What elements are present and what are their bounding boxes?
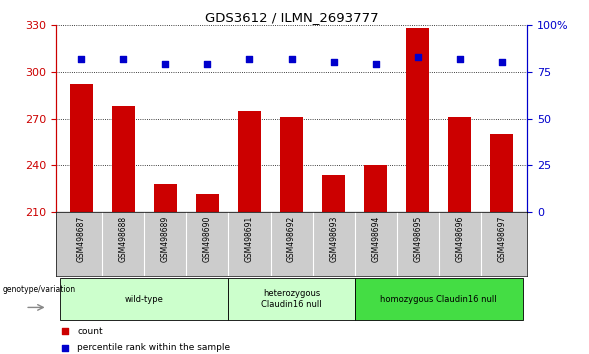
Text: wild-type: wild-type — [125, 295, 164, 304]
Title: GDS3612 / ILMN_2693777: GDS3612 / ILMN_2693777 — [205, 11, 378, 24]
Point — [372, 277, 382, 283]
Bar — [355, 278, 523, 320]
Text: count: count — [77, 326, 103, 336]
Text: GSM498693: GSM498693 — [329, 216, 338, 262]
Point — [413, 54, 422, 59]
Text: GSM498696: GSM498696 — [455, 216, 464, 262]
Bar — [490, 134, 514, 212]
Text: GSM498688: GSM498688 — [119, 216, 128, 262]
Point — [329, 59, 338, 65]
Bar — [364, 165, 388, 212]
Point — [287, 56, 296, 61]
Bar — [322, 175, 345, 212]
Point — [371, 61, 380, 67]
Bar — [238, 111, 261, 212]
Bar — [154, 184, 177, 212]
Point — [455, 56, 465, 61]
Text: genotype/variation: genotype/variation — [3, 285, 76, 293]
Bar — [406, 28, 429, 212]
Text: heterozygous
Claudin16 null: heterozygous Claudin16 null — [262, 290, 322, 309]
Point — [203, 61, 212, 67]
Point — [372, 127, 382, 132]
Point — [118, 56, 128, 61]
Text: GSM498697: GSM498697 — [498, 216, 507, 262]
Text: GSM498689: GSM498689 — [161, 216, 170, 262]
Text: GSM498695: GSM498695 — [413, 216, 422, 262]
Text: percentile rank within the sample: percentile rank within the sample — [77, 343, 230, 352]
Bar — [196, 194, 219, 212]
Text: GSM498691: GSM498691 — [245, 216, 254, 262]
Text: GSM498687: GSM498687 — [77, 216, 85, 262]
Bar — [448, 117, 471, 212]
Bar — [229, 278, 355, 320]
Text: homozygous Claudin16 null: homozygous Claudin16 null — [380, 295, 497, 304]
Bar — [280, 117, 303, 212]
Point — [161, 61, 170, 67]
Point — [245, 56, 254, 61]
Point — [497, 59, 507, 65]
Text: GSM498694: GSM498694 — [371, 216, 380, 262]
Text: GSM498690: GSM498690 — [203, 216, 212, 262]
Bar — [70, 84, 93, 212]
Bar — [112, 106, 135, 212]
Text: GSM498692: GSM498692 — [287, 216, 296, 262]
Point — [77, 56, 86, 61]
Bar — [60, 278, 229, 320]
